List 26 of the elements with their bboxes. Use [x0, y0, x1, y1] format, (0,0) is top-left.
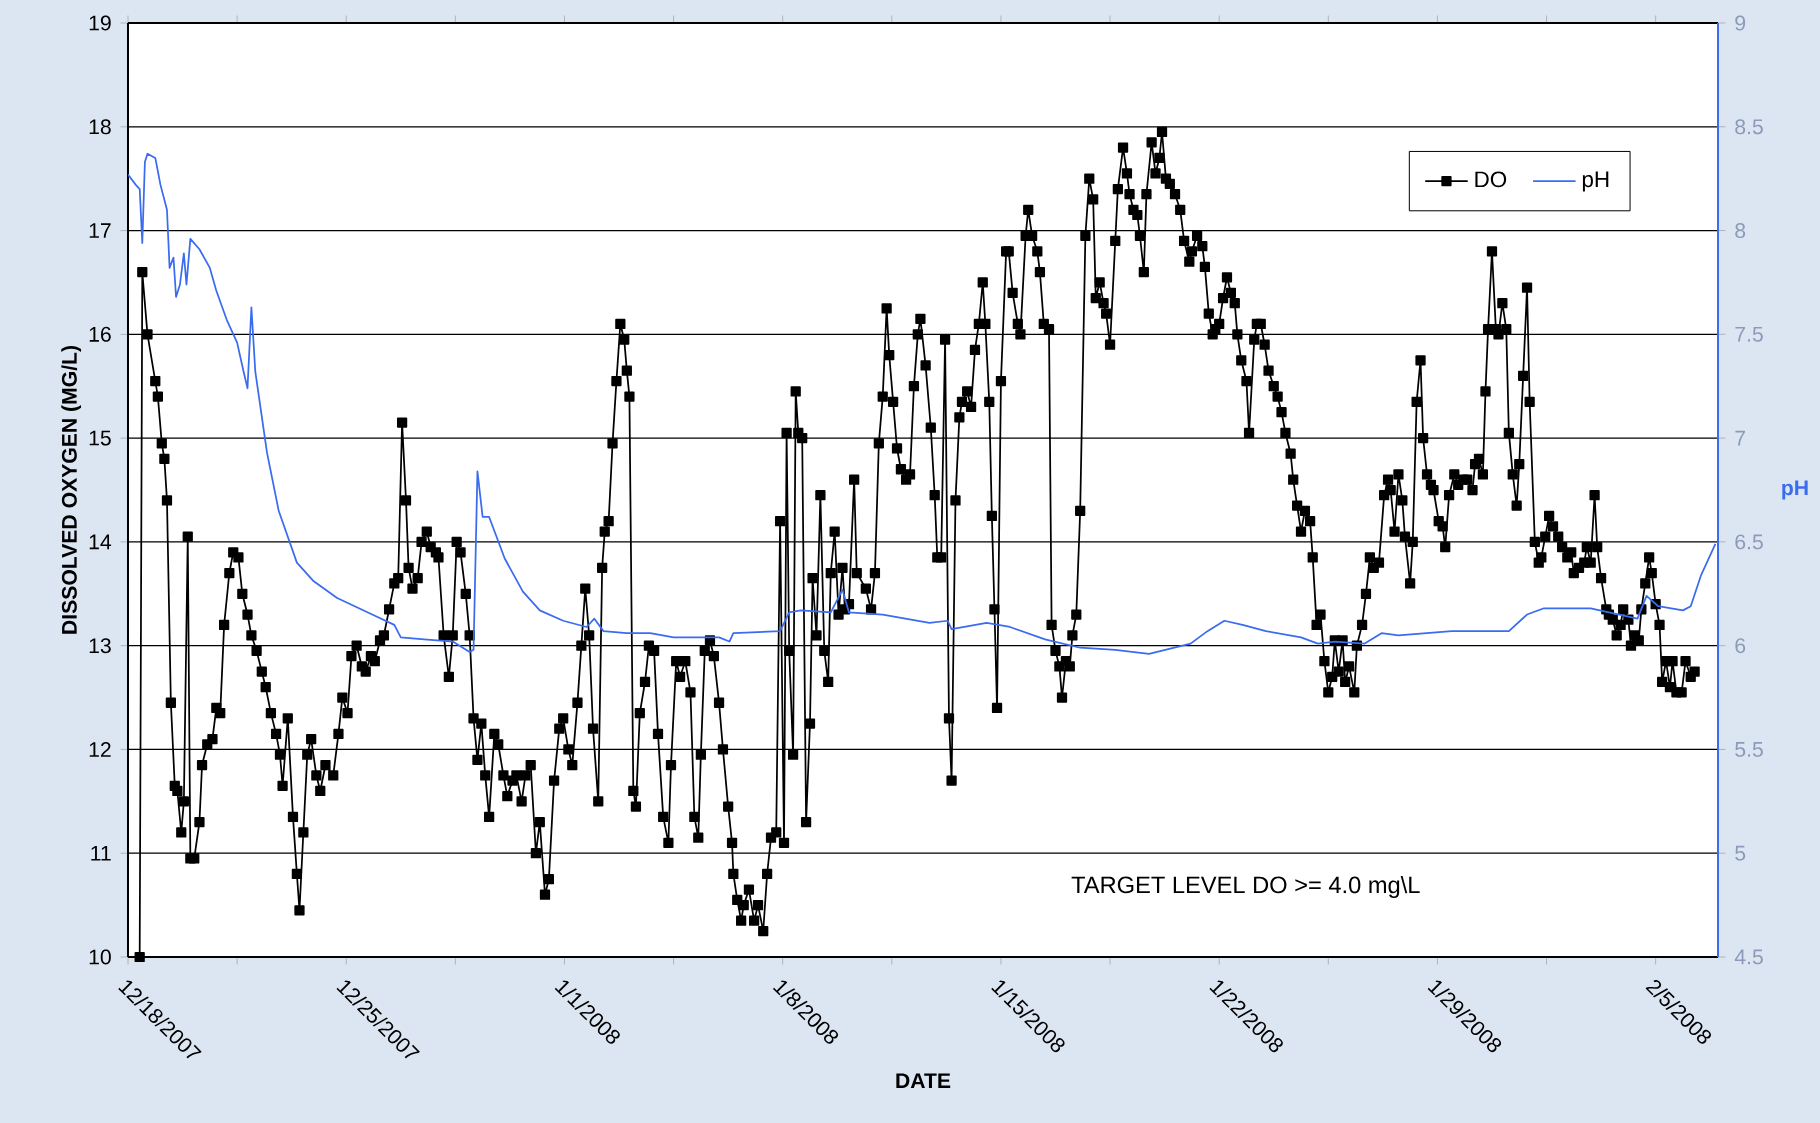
y-tick-label: 10	[89, 949, 111, 965]
y2-tick-label: 5.5	[1735, 742, 1763, 757]
y2-tick-label: 8.5	[1735, 119, 1763, 135]
y2-tick-label: 9	[1735, 15, 1746, 31]
y2-tick-label: 5	[1735, 845, 1746, 861]
y2-tick-label: 4.5	[1734, 949, 1763, 965]
y2-tick-label: 7	[1735, 430, 1746, 446]
y-tick-label: 12	[89, 742, 111, 757]
y-tick-label: 15	[89, 430, 111, 446]
y2-tick-label: 7.5	[1735, 326, 1763, 342]
annotation: TARGET LEVEL DO >= 4.0 mg\L	[1071, 875, 1420, 898]
y-axis-title: DISSOLVED OXYGEN (MG/L)	[61, 346, 82, 634]
y2-tick-label: 8	[1735, 223, 1746, 239]
y-tick-label: 13	[89, 638, 111, 654]
y2-axis-title: pH	[1782, 480, 1808, 500]
y-tick-label: 19	[89, 15, 111, 31]
y2-tick-label: 6.5	[1735, 534, 1763, 550]
legend-label: DO	[1475, 171, 1507, 188]
y-tick-label: 18	[89, 119, 111, 135]
y-tick-label: 11	[91, 845, 111, 861]
x-axis-title: DATE	[896, 1073, 951, 1088]
y-tick-label: 14	[89, 534, 112, 550]
legend-label: pH	[1582, 171, 1609, 192]
y2-tick-label: 6	[1735, 638, 1746, 654]
y-tick-label: 17	[89, 223, 111, 238]
y-tick-label: 16	[89, 326, 111, 342]
